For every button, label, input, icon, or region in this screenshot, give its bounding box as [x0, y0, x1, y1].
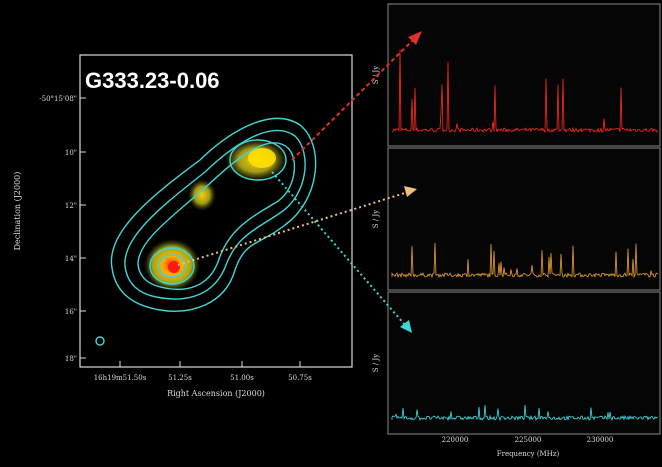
x-tick-label: 16h19m51.50s	[94, 374, 147, 382]
x-ticks: 16h19m51.50s 51.25s 51.00s 50.75s	[94, 374, 313, 382]
spectrum-frame	[388, 292, 660, 434]
map-panel: G333.23-0.06	[13, 55, 352, 398]
y-tick-label: 12"	[65, 202, 77, 210]
y-tick-label: -50°15'08"	[39, 95, 77, 103]
figure: G333.23-0.06	[0, 0, 662, 467]
source-title: G333.23-0.06	[85, 68, 220, 93]
emission-core	[168, 261, 180, 273]
spectrum-frame	[388, 148, 660, 290]
x-tick-label: 51.00s	[230, 374, 254, 382]
spectrum-y-label: S / Jy	[372, 354, 380, 372]
y-ticks: -50°15'08" 10" 12" 14" 16" 18"	[39, 95, 77, 363]
y-tick-label: 14"	[65, 255, 77, 263]
spectrum-x-label: Frequency (MHz)	[497, 450, 560, 458]
y-tick-label: 10"	[65, 149, 77, 157]
spectrum-x-tick: 225000	[515, 436, 542, 444]
spectrum-x-tick: 230000	[587, 436, 614, 444]
y-axis-label: Declination (J2000)	[13, 172, 22, 251]
spectrum-x-tick: 220000	[442, 436, 469, 444]
emission-core	[248, 148, 276, 168]
x-tick-label: 51.25s	[168, 374, 192, 382]
y-tick-label: 18"	[65, 355, 77, 363]
y-tick-label: 16"	[65, 308, 77, 316]
map-frame	[80, 55, 352, 367]
x-tick-label: 50.75s	[288, 374, 312, 382]
spectrum-frame	[388, 4, 660, 146]
spectrum-y-label: S / Jy	[372, 210, 380, 228]
spectra-panels: S / Jy S / Jy S / Jy 220000 225000 23000…	[372, 4, 660, 458]
x-axis-label: Right Ascension (J2000)	[167, 389, 265, 398]
emission-blob	[188, 179, 216, 211]
